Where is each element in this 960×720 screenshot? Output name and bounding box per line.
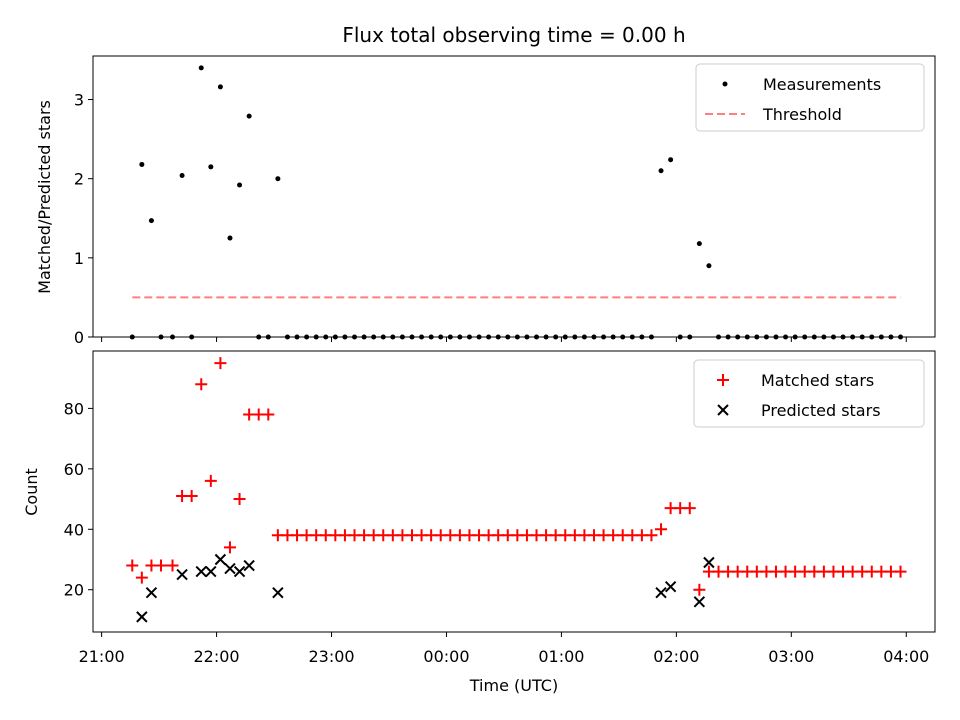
x-axis-label: Time (UTC) [469, 676, 558, 695]
predicted-star-marker [655, 587, 667, 599]
measurement-point [275, 176, 281, 182]
x-tick-label: 23:00 [308, 647, 354, 666]
predicted-star-marker [224, 562, 236, 575]
x-tick-label: 21:00 [79, 647, 125, 666]
predicted-star-marker [233, 565, 246, 578]
matched-star-marker [126, 559, 139, 572]
matched-star-marker [204, 474, 217, 487]
measurement-point [668, 157, 674, 163]
matched-star-marker [155, 559, 168, 572]
measurement-point [179, 173, 185, 179]
matched-star-marker [655, 523, 668, 536]
matched-star-marker [135, 571, 148, 584]
predicted-star-marker [703, 556, 715, 569]
x-tick-label: 02:00 [653, 647, 699, 666]
y-tick-label: 80 [64, 399, 84, 418]
matched-star-marker [185, 490, 198, 503]
matched-star-marker [262, 408, 275, 421]
top-panel: Matched/Predicted stars 0 1 2 3 Measurement… [35, 55, 936, 347]
matched-star-marker [645, 529, 658, 542]
legend-measurements-label: Measurements [763, 75, 881, 94]
matched-star-marker [693, 583, 706, 596]
top-y-axis-label: Matched/Predicted stars [35, 100, 54, 294]
predicted-star-marker [145, 587, 158, 599]
y-tick-label: 40 [64, 520, 84, 539]
top-axes-frame [92, 55, 936, 338]
top-legend: Measurements Threshold [695, 63, 925, 132]
predicted-legend-marker [717, 404, 729, 416]
top-x-ticks [101, 337, 907, 342]
x-tick-label: 03:00 [768, 647, 814, 666]
y-tick-label: 20 [64, 581, 84, 600]
bottom-x-ticks: 21:00 22:00 23:00 00:00 01:00 02:00 03:00 04:00 [79, 632, 929, 666]
figure-title: Flux total observing time = 0.00 h [342, 23, 685, 47]
predicted-star-marker [195, 565, 207, 578]
x-tick-label: 04:00 [883, 647, 929, 666]
bottom-axes-frame [92, 350, 936, 633]
predicted-star-marker [664, 580, 677, 593]
top-legend-box [695, 63, 925, 132]
predicted-stars-series [136, 553, 715, 623]
bottom-panel: Count 20 40 60 80 21:00 22:00 23:00 00:00 01:00… [22, 350, 936, 666]
matched-star-marker [195, 378, 208, 391]
matched-star-marker [683, 502, 696, 515]
matched-legend-marker [717, 374, 729, 386]
measurement-point [208, 164, 214, 170]
matched-star-marker [894, 565, 907, 578]
predicted-star-marker [136, 611, 148, 623]
matched-star-marker [223, 541, 236, 554]
measurement-point [217, 84, 223, 90]
y-tick-label: 0 [74, 328, 84, 347]
matched-star-marker [214, 357, 227, 370]
bottom-y-axis-label: Count [22, 468, 41, 516]
measurement-point [237, 182, 243, 188]
y-tick-label: 1 [74, 249, 84, 268]
x-tick-label: 01:00 [538, 647, 584, 666]
measurement-point [148, 218, 154, 224]
predicted-star-marker [272, 587, 284, 599]
predicted-star-marker [243, 559, 255, 572]
measurement-point [227, 235, 233, 241]
y-tick-label: 2 [74, 170, 84, 189]
measurement-point [696, 241, 702, 247]
top-y-ticks: 0 1 2 3 [74, 91, 93, 347]
measurements-legend-marker [722, 81, 728, 87]
legend-matched-label: Matched stars [761, 371, 874, 390]
matched-stars-series [126, 357, 907, 596]
legend-predicted-label: Predicted stars [761, 401, 881, 420]
y-tick-label: 60 [64, 460, 84, 479]
matched-star-marker [166, 559, 179, 572]
measurement-point [658, 168, 664, 174]
y-tick-label: 3 [74, 91, 84, 110]
bottom-legend: Matched stars Predicted stars [693, 359, 925, 428]
bottom-legend-box [693, 359, 925, 428]
x-tick-label: 00:00 [423, 647, 469, 666]
measurement-point [198, 65, 204, 71]
predicted-star-marker [693, 596, 706, 608]
x-tick-label: 22:00 [194, 647, 240, 666]
predicted-star-marker [214, 553, 227, 566]
legend-threshold-label: Threshold [762, 105, 842, 124]
predicted-star-marker [176, 568, 188, 581]
measurement-point [139, 161, 145, 167]
matched-star-marker [233, 493, 246, 506]
measurement-point [246, 113, 252, 119]
bottom-y-ticks: 20 40 60 80 [64, 399, 93, 600]
predicted-star-marker [205, 565, 217, 578]
measurement-point [706, 263, 712, 269]
